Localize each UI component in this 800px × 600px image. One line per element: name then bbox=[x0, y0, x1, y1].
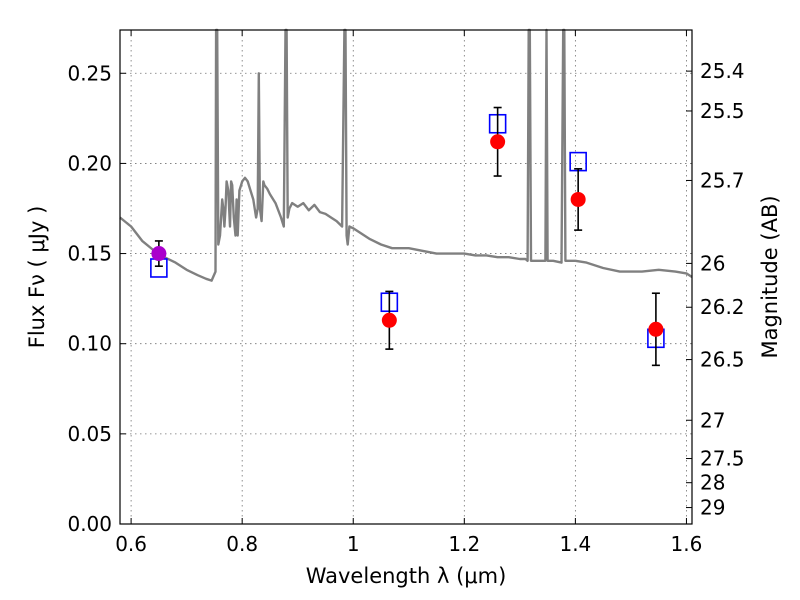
x-tick-label: 1.6 bbox=[671, 532, 703, 556]
x-axis-label: Wavelength λ (μm) bbox=[306, 564, 507, 588]
observed-point bbox=[490, 134, 506, 150]
observed-point bbox=[570, 191, 586, 207]
y-axis-label: Flux Fν ( μJy ) bbox=[25, 206, 49, 349]
y-tick-label: 0.15 bbox=[67, 242, 112, 266]
y-tick-label: 0.25 bbox=[67, 61, 112, 85]
mag-tick-label: 29 bbox=[700, 496, 725, 520]
y-tick-label: 0.20 bbox=[67, 151, 112, 175]
mag-tick-label: 25.5 bbox=[700, 99, 745, 123]
x-tick-label: 0.6 bbox=[115, 532, 147, 556]
y-tick-label: 0.10 bbox=[67, 332, 112, 356]
x-tick-label: 0.8 bbox=[226, 532, 258, 556]
mag-tick-label: 25.7 bbox=[700, 168, 745, 192]
model-point bbox=[569, 151, 587, 172]
observed-point bbox=[381, 312, 397, 328]
y-tick-label: 0.00 bbox=[67, 512, 112, 536]
mag-tick-label: 27.5 bbox=[700, 447, 745, 471]
x-tick-label: 1.2 bbox=[448, 532, 480, 556]
mag-tick-label: 26.5 bbox=[700, 348, 745, 372]
spectrum-line bbox=[119, 28, 693, 282]
mag-tick-label: 26 bbox=[700, 251, 725, 275]
mag-tick-label: 26.2 bbox=[700, 295, 745, 319]
plot-frame bbox=[119, 29, 693, 525]
mag-tick-label: 25.4 bbox=[700, 59, 745, 83]
right-axis-label: Magnitude (AB) bbox=[758, 195, 782, 358]
observed-point bbox=[151, 246, 167, 262]
x-tick-label: 1 bbox=[347, 532, 360, 556]
mag-tick-label: 28 bbox=[700, 471, 725, 495]
x-tick-label: 1.4 bbox=[559, 532, 591, 556]
observed-point bbox=[648, 321, 664, 337]
y-tick-label: 0.05 bbox=[67, 422, 112, 446]
mag-tick-label: 27 bbox=[700, 408, 725, 432]
plot-area bbox=[119, 28, 693, 367]
axes: 0.6 0.8 1 1.2 1.4 1.6 0.00 0.05 0.10 0.15 0.20 0.25… bbox=[67, 30, 745, 556]
grid bbox=[120, 30, 692, 525]
